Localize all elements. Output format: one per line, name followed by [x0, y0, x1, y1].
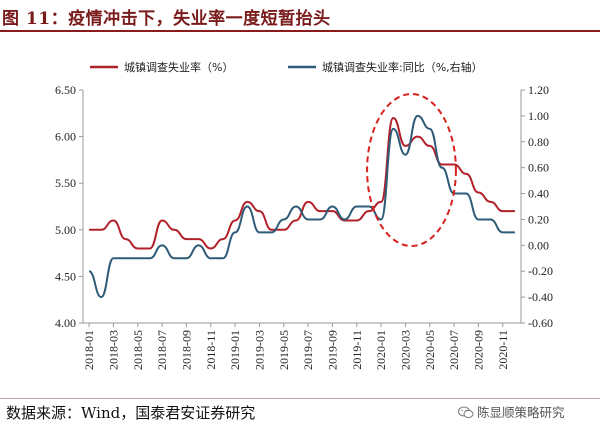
- right-tick-label: 0.80: [528, 135, 549, 149]
- x-tick-label: 2019-05: [277, 330, 291, 370]
- left-tick-label: 5.00: [55, 223, 76, 237]
- wechat-watermark: 陈显顺策略研究: [458, 402, 565, 421]
- legend-label-2: 城镇调查失业率:同比（%,右轴）: [322, 60, 483, 74]
- right-tick-label: 0.00: [528, 238, 549, 252]
- right-tick-label: -0.60: [528, 316, 553, 330]
- x-tick-label: 2020-05: [423, 330, 437, 370]
- x-tick-label: 2019-03: [252, 330, 266, 370]
- right-tick-label: 1.20: [528, 83, 549, 97]
- left-tick-label: 4.00: [55, 316, 76, 330]
- unemployment-line-chart: 4.00 4.50 5.00 5.50 6.00 6.50 -0.60 -0.40 -0.20 0…: [55, 60, 553, 370]
- watermark-text: 陈显顺策略研究: [477, 405, 565, 420]
- left-tick-label: 6.50: [55, 83, 76, 97]
- right-tick-label: -0.40: [528, 290, 553, 304]
- x-tick-label: 2020-09: [471, 330, 485, 370]
- series-line-2: [88, 114, 515, 299]
- x-tick-label: 2018-09: [179, 330, 193, 370]
- wechat-icon: [458, 406, 474, 419]
- right-tick-label: 1.00: [528, 109, 549, 123]
- right-tick-label: 0.40: [528, 187, 549, 201]
- x-tick-label: 2020-11: [496, 330, 510, 370]
- left-tick-label: 5.50: [55, 176, 76, 190]
- x-tick-label: 2019-11: [350, 330, 364, 370]
- x-tick-label: 2018-07: [155, 330, 169, 370]
- x-tick-label: 2019-09: [325, 330, 339, 370]
- left-tick-label: 4.50: [55, 269, 76, 283]
- legend-label-1: 城镇调查失业率（%）: [124, 60, 233, 74]
- series-line-1: [89, 116, 515, 250]
- x-tick-label: 2019-01: [228, 330, 242, 370]
- x-tick-label: 2018-11: [204, 330, 218, 370]
- right-tick-label: 0.20: [528, 212, 549, 226]
- highlight-ellipse: [366, 93, 457, 247]
- right-tick-label: -0.20: [528, 264, 553, 278]
- data-source-note: 数据来源：Wind，国泰君安证券研究: [6, 404, 256, 422]
- x-tick-label: 2020-07: [447, 330, 461, 370]
- x-tick-label: 2020-03: [398, 330, 412, 370]
- x-tick-label: 2020-01: [374, 330, 388, 370]
- x-tick-label: 2018-01: [82, 330, 96, 370]
- right-tick-label: 0.60: [528, 161, 549, 175]
- x-tick-label: 2019-07: [301, 330, 315, 370]
- x-tick-label: 2018-03: [106, 330, 120, 370]
- figure-title: 图 11：疫情冲击下，失业率一度短暂抬头: [2, 9, 331, 29]
- footer-divider: [0, 398, 600, 399]
- left-tick-label: 6.00: [55, 130, 76, 144]
- x-tick-label: 2018-05: [131, 330, 145, 370]
- title-divider: [0, 30, 600, 32]
